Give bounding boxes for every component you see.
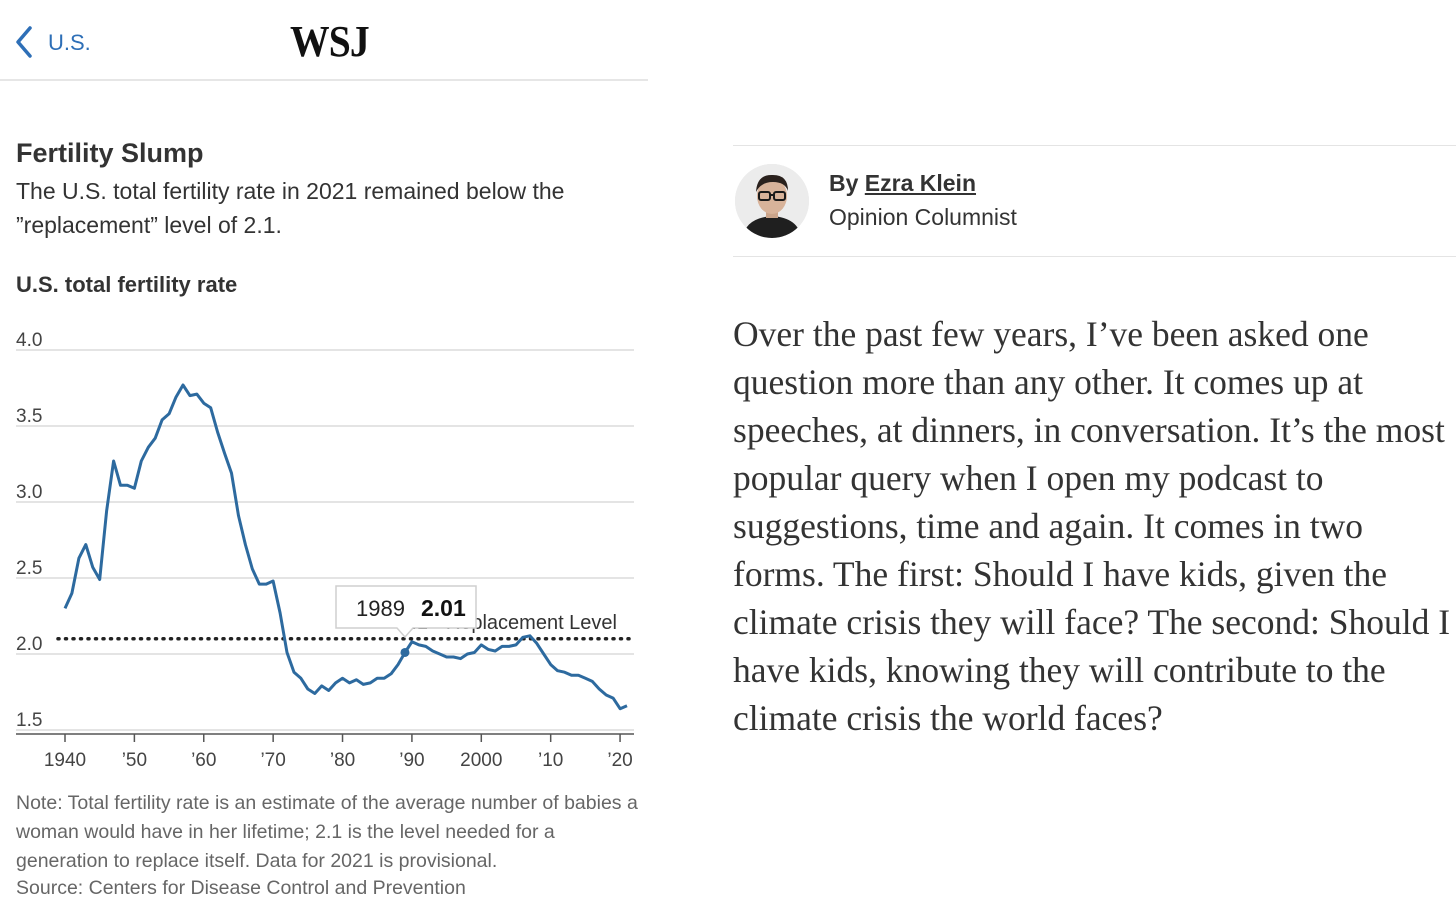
article-panel: By Ezra Klein Opinion Columnist Over the… bbox=[733, 0, 1456, 923]
author-role: Opinion Columnist bbox=[829, 204, 1017, 230]
x-tick-label: 1940 bbox=[44, 750, 86, 771]
chevron-left-icon bbox=[16, 26, 32, 58]
tooltip-box bbox=[335, 585, 477, 639]
y-tick-label: 1.5 bbox=[16, 710, 42, 731]
chart-source: Source: Centers for Disease Control and … bbox=[16, 877, 466, 899]
top-nav-bar: U.S. WSJ bbox=[0, 0, 648, 81]
y-tick-label: 4.0 bbox=[16, 330, 42, 351]
byline-block: By Ezra Klein Opinion Columnist bbox=[733, 145, 1456, 257]
y-tick-label: 2.0 bbox=[16, 634, 42, 655]
author-avatar[interactable] bbox=[735, 164, 809, 238]
byline-prefix: By bbox=[829, 170, 859, 196]
x-tick-label: ’20 bbox=[607, 750, 632, 771]
author-link[interactable]: Ezra Klein bbox=[864, 170, 977, 196]
x-tick-label: ’60 bbox=[191, 750, 216, 771]
avatar-portrait-icon bbox=[735, 164, 809, 238]
x-tick-label: ’90 bbox=[399, 750, 424, 771]
x-tick-label: ’80 bbox=[330, 750, 355, 771]
fertility-rate-series-line bbox=[63, 383, 628, 711]
x-tick-label: ’10 bbox=[538, 750, 563, 771]
tooltip-year: 1989 bbox=[356, 596, 405, 621]
y-tick-label: 2.5 bbox=[16, 558, 42, 579]
chart-title: Fertility Slump bbox=[16, 138, 204, 168]
chart-panel: U.S. WSJ Fertility Slump The U.S. total … bbox=[0, 0, 648, 923]
wsj-logo[interactable]: WSJ bbox=[290, 17, 370, 66]
tooltip-marker bbox=[400, 647, 410, 657]
x-tick-label: 2000 bbox=[460, 750, 502, 771]
tooltip-value: 2.01 bbox=[421, 595, 466, 621]
back-button[interactable]: U.S. bbox=[14, 26, 91, 58]
y-tick-label: 3.0 bbox=[16, 482, 42, 503]
back-label: U.S. bbox=[48, 30, 91, 55]
article-paragraph: Over the past few years, I’ve been asked… bbox=[733, 314, 1451, 738]
chart-note: Note: Total fertility rate is an estimat… bbox=[16, 792, 638, 872]
x-tick-label: ’70 bbox=[260, 750, 285, 771]
byline: By Ezra Klein bbox=[829, 170, 976, 197]
chart-subtitle: The U.S. total fertility rate in 2021 re… bbox=[16, 178, 565, 238]
chart-axis-title: U.S. total fertility rate bbox=[16, 272, 238, 297]
x-tick-label: ’50 bbox=[122, 750, 147, 771]
y-tick-label: 3.5 bbox=[16, 406, 42, 427]
